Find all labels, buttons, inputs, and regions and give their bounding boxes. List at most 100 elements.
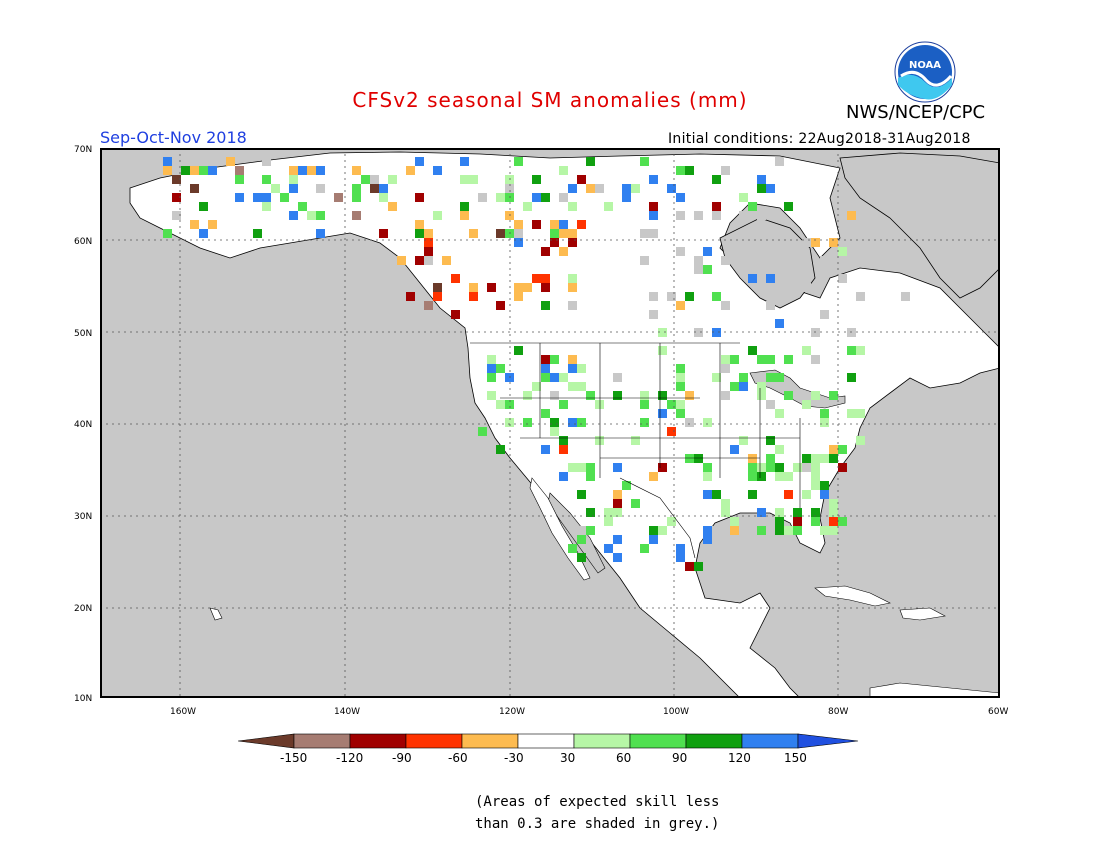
anomaly-cell bbox=[415, 157, 424, 166]
anomaly-cell bbox=[658, 526, 667, 535]
anomaly-cell bbox=[676, 247, 685, 256]
anomaly-cell bbox=[541, 274, 550, 283]
anomaly-cell bbox=[658, 463, 667, 472]
anomaly-cell bbox=[649, 310, 658, 319]
anomaly-cell bbox=[766, 373, 775, 382]
anomaly-cell bbox=[793, 526, 802, 535]
anomaly-cell bbox=[460, 211, 469, 220]
colorbar-tick-label: -150 bbox=[280, 751, 308, 765]
anomaly-cell bbox=[460, 202, 469, 211]
anomaly-cell bbox=[469, 229, 478, 238]
lat-label-20n: 20N bbox=[74, 604, 93, 614]
anomaly-cell bbox=[847, 328, 856, 337]
anomaly-cell bbox=[703, 526, 712, 535]
anomaly-cell bbox=[811, 463, 820, 472]
anomaly-cell bbox=[613, 499, 622, 508]
anomaly-cell bbox=[721, 301, 730, 310]
anomaly-cell bbox=[694, 211, 703, 220]
anomaly-cell bbox=[748, 490, 757, 499]
anomaly-cell bbox=[802, 463, 811, 472]
anomaly-cell bbox=[829, 238, 838, 247]
anomaly-cell bbox=[577, 364, 586, 373]
anomaly-cell bbox=[676, 382, 685, 391]
anomaly-cell bbox=[685, 292, 694, 301]
cuba bbox=[814, 585, 891, 607]
anomaly-cell bbox=[811, 454, 820, 463]
colorbar-tick-label: 90 bbox=[672, 751, 688, 765]
anomaly-cell bbox=[199, 229, 208, 238]
anomaly-cell bbox=[604, 202, 613, 211]
anomaly-cell bbox=[649, 472, 658, 481]
anomaly-cell bbox=[469, 283, 478, 292]
anomaly-cell bbox=[487, 283, 496, 292]
anomaly-cell bbox=[235, 166, 244, 175]
anomaly-cell bbox=[757, 391, 766, 400]
anomaly-cell bbox=[685, 166, 694, 175]
anomaly-cell bbox=[577, 175, 586, 184]
colorbar-tick-label: 30 bbox=[560, 751, 576, 765]
colorbar-segment bbox=[349, 733, 407, 749]
anomaly-cell bbox=[505, 193, 514, 202]
anomaly-cell bbox=[577, 382, 586, 391]
anomaly-cell bbox=[379, 193, 388, 202]
anomaly-cell bbox=[199, 166, 208, 175]
anomaly-cell bbox=[514, 157, 523, 166]
anomaly-cell bbox=[586, 184, 595, 193]
anomaly-cell bbox=[757, 229, 766, 238]
anomaly-cell bbox=[748, 274, 757, 283]
colorbar-tick-labels: -150 -120 -90 -60 -30 30 60 90 120 150 bbox=[238, 751, 864, 767]
map-title: CFSv2 seasonal SM anomalies (mm) bbox=[352, 88, 748, 112]
anomaly-cell bbox=[811, 481, 820, 490]
anomaly-cell bbox=[433, 166, 442, 175]
anomaly-cell bbox=[739, 373, 748, 382]
anomaly-cell bbox=[640, 544, 649, 553]
anomaly-cell bbox=[829, 454, 838, 463]
anomaly-cell bbox=[595, 400, 604, 409]
anomaly-cell bbox=[226, 157, 235, 166]
anomaly-cell bbox=[757, 175, 766, 184]
anomaly-cell bbox=[424, 301, 433, 310]
anomaly-cell bbox=[748, 463, 757, 472]
lon-label-80w: 80W bbox=[828, 707, 849, 717]
anomaly-cell bbox=[757, 382, 766, 391]
anomaly-cell bbox=[820, 526, 829, 535]
anomaly-cell bbox=[568, 382, 577, 391]
anomaly-cell bbox=[757, 526, 766, 535]
anomaly-cell bbox=[433, 211, 442, 220]
anomaly-cell bbox=[766, 274, 775, 283]
anomaly-cell bbox=[613, 490, 622, 499]
anomaly-cell bbox=[784, 391, 793, 400]
colorbar-tick-label: -90 bbox=[392, 751, 412, 765]
anomaly-cell bbox=[568, 283, 577, 292]
anomaly-cell bbox=[505, 400, 514, 409]
anomaly-cell bbox=[703, 265, 712, 274]
anomaly-cell bbox=[676, 409, 685, 418]
anomaly-cell bbox=[433, 283, 442, 292]
anomaly-cell bbox=[730, 382, 739, 391]
anomaly-cell bbox=[838, 247, 847, 256]
anomaly-cell bbox=[442, 256, 451, 265]
anomaly-cell bbox=[181, 166, 190, 175]
anomaly-cell bbox=[838, 220, 847, 229]
anomaly-cell bbox=[577, 535, 586, 544]
anomaly-cell bbox=[766, 184, 775, 193]
anomaly-cell bbox=[262, 202, 271, 211]
anomaly-cell bbox=[640, 391, 649, 400]
anomaly-cell bbox=[793, 508, 802, 517]
greenland bbox=[839, 152, 1000, 299]
anomaly-cell bbox=[172, 193, 181, 202]
anomaly-cell bbox=[802, 490, 811, 499]
anomaly-cell bbox=[820, 418, 829, 427]
anomaly-cell bbox=[532, 220, 541, 229]
anomaly-cell bbox=[352, 184, 361, 193]
anomaly-cell bbox=[307, 211, 316, 220]
anomaly-cell bbox=[667, 184, 676, 193]
anomaly-cell bbox=[784, 490, 793, 499]
anomaly-cell bbox=[667, 517, 676, 526]
anomaly-cell bbox=[820, 481, 829, 490]
anomaly-cell bbox=[802, 283, 811, 292]
anomaly-cell bbox=[730, 526, 739, 535]
anomaly-cell bbox=[280, 193, 289, 202]
anomaly-cell bbox=[163, 157, 172, 166]
anomaly-cell bbox=[847, 211, 856, 220]
